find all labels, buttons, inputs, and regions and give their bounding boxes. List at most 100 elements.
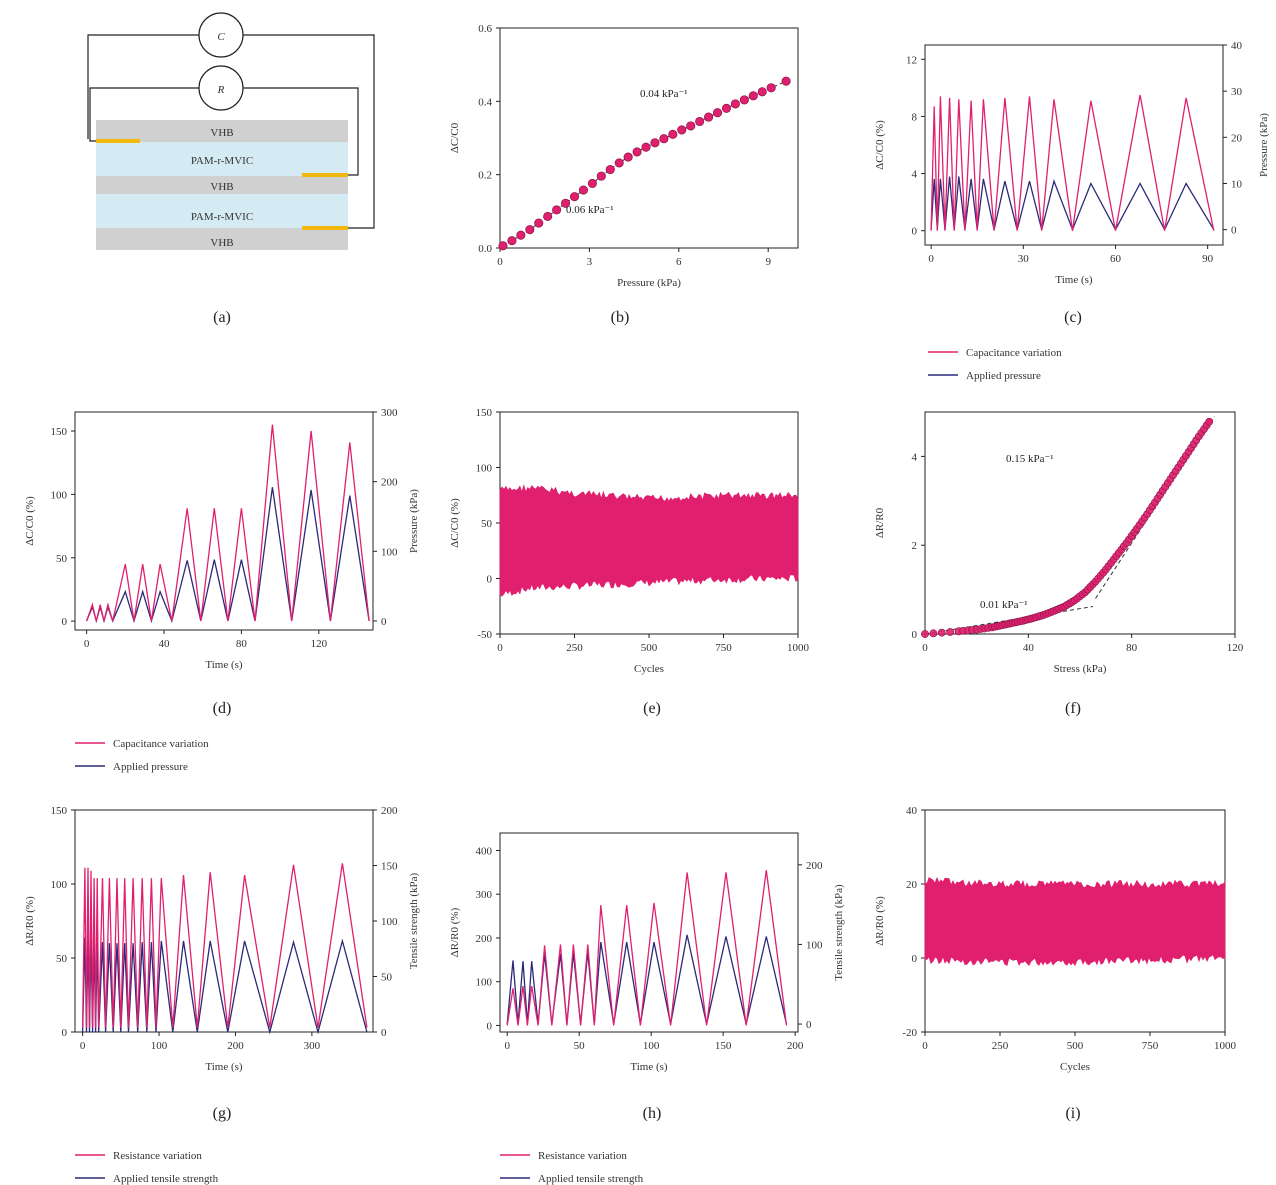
y-tick-label: 100 [476, 463, 493, 475]
x-axis-label: Cycles [1060, 1061, 1090, 1073]
data-point [516, 230, 526, 240]
y2-tick-label: 100 [381, 546, 398, 558]
layer-label-2: PAM-r-MVIC [191, 155, 253, 167]
series-line-pressure [86, 487, 370, 624]
y2-tick-label: 150 [381, 861, 398, 873]
y-tick-label: 4 [912, 451, 918, 463]
y-tick-label: 0.6 [478, 23, 492, 35]
data-point [614, 158, 624, 168]
y-tick-label: 0.4 [478, 96, 492, 108]
legend-label-pressure: Applied pressure [113, 761, 188, 773]
data-point [937, 628, 946, 637]
y-tick-label: -20 [902, 1027, 917, 1039]
legend-label-pressure: Applied tensile strength [538, 1173, 644, 1185]
y2-tick-label: 200 [381, 477, 398, 489]
electrode-2 [302, 173, 348, 177]
x-tick-label: 200 [227, 1040, 244, 1052]
y-tick-label: 0 [62, 616, 68, 628]
x-tick-label: 80 [236, 638, 248, 650]
x-tick-label: 80 [1126, 642, 1138, 654]
chart-e: 0 250 500 750 1000 -50 0 50 100 150 Cycles ΔC/C0 (%… [449, 407, 810, 717]
data-point [704, 112, 714, 122]
layer-label-3: VHB [210, 181, 233, 193]
y2-tick-label: 0 [381, 616, 387, 628]
y2-tick-label: 0 [381, 1027, 387, 1039]
y-tick-label: 200 [476, 933, 493, 945]
plot-frame-h [499, 832, 799, 1033]
data-point [543, 211, 553, 222]
vhb-layer-3 [96, 228, 348, 250]
y-tick-label: 0.2 [478, 170, 492, 182]
capacitance-meter [198, 12, 244, 58]
electrode-3 [302, 226, 348, 230]
data-point [623, 152, 633, 162]
data-point [781, 76, 791, 86]
y-tick-label: 40 [906, 805, 918, 817]
data-point [757, 87, 767, 97]
panel-label-h: (h) [643, 1105, 662, 1122]
data-point [677, 125, 687, 135]
y2-tick-label: 30 [1231, 86, 1243, 98]
x-axis-label: Stress (kPa) [1054, 663, 1107, 675]
legend-label-response: Capacitance variation [966, 347, 1062, 359]
data-point [668, 129, 678, 139]
data-point [561, 198, 571, 208]
data-point [498, 241, 508, 251]
y-tick-label: 400 [476, 845, 493, 857]
data-point [596, 171, 606, 181]
y-axis-label: ΔC/C0 [449, 122, 461, 153]
data-point [739, 95, 749, 105]
chart-f: 0 40 80 120 0 2 4 Stress (kPa) ΔR/R0 (f) 0.15 kPa⁻… [874, 411, 1244, 717]
legend-label-response: Capacitance variation [113, 738, 209, 750]
y-tick-label: -50 [477, 629, 492, 641]
x-tick-label: 0 [80, 1040, 86, 1052]
chart-i: 0 250 500 750 1000 -20 0 20 40 Cycles ΔR/R0 (%) (i) [874, 805, 1237, 1122]
data-point [650, 138, 660, 148]
y-axis-label: ΔR/R0 [874, 507, 886, 538]
series-line-response [930, 94, 1215, 231]
y2-axis-label: Pressure (kPa) [408, 489, 420, 553]
x-tick-label: 0 [497, 642, 503, 654]
data-point [587, 178, 597, 189]
panel-label-a: (a) [213, 309, 231, 326]
x-tick-label: 40 [159, 638, 171, 650]
annotation-high-slope: 0.04 kPa⁻¹ [640, 88, 688, 100]
y-axis-label: ΔC/C0 (%) [874, 120, 886, 170]
data-point [659, 134, 669, 144]
y2-tick-label: 0 [806, 1019, 812, 1031]
vhb-layer-1 [96, 120, 348, 142]
data-point [766, 83, 776, 93]
y-tick-label: 0 [487, 1020, 493, 1032]
y-tick-label: 50 [481, 518, 493, 530]
series-line-pressure [81, 937, 368, 1035]
x-tick-label: 120 [1227, 642, 1244, 654]
y-tick-label: 20 [906, 879, 918, 891]
y2-tick-label: 20 [1231, 132, 1243, 144]
chart-g: 0 100 200 300 0 50 100 150 Time (s) ΔR/R0 (%) 0 50 1… [24, 805, 420, 1122]
y2-tick-label: 200 [381, 805, 398, 817]
meter-c-label: C [217, 31, 225, 43]
vhb-layer-2 [96, 176, 348, 194]
signal-band [499, 484, 799, 597]
x-axis-label: Time (s) [205, 1061, 243, 1073]
y-axis-label: ΔR/R0 (%) [449, 907, 461, 957]
x-tick-label: 120 [311, 638, 328, 650]
data-point [569, 192, 580, 202]
x-tick-label: 60 [1110, 253, 1122, 265]
x-tick-label: 50 [574, 1040, 586, 1052]
panel-label-d: (d) [213, 700, 232, 717]
x-tick-label: 0 [497, 256, 503, 268]
hydrogel-layer-1 [96, 142, 348, 176]
panel-label-g: (g) [213, 1105, 232, 1122]
y2-tick-label: 50 [381, 972, 393, 984]
y2-tick-label: 300 [381, 407, 398, 419]
x-axis-label: Pressure (kPa) [617, 277, 681, 289]
data-point [632, 147, 642, 157]
signal-band [924, 876, 1226, 967]
x-tick-label: 500 [641, 642, 658, 654]
x-axis-label: Time (s) [205, 659, 243, 671]
plot-frame-f [924, 411, 1236, 635]
x-tick-label: 9 [765, 256, 771, 268]
